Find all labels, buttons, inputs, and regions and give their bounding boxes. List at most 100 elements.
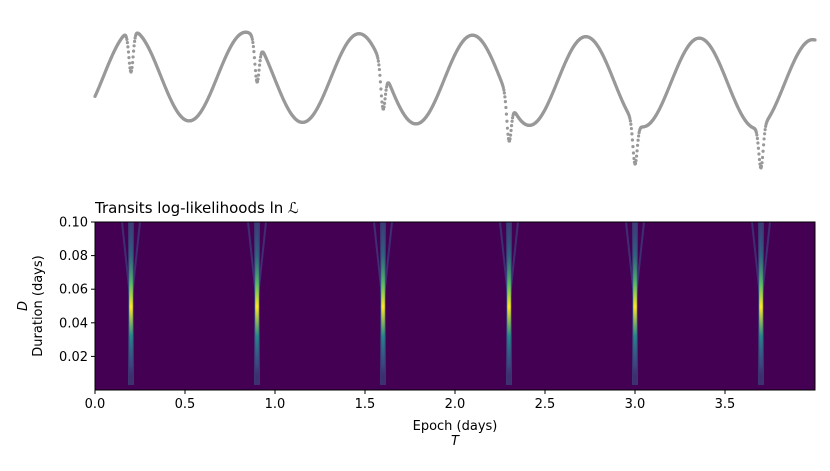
light-curve-point — [764, 124, 768, 129]
light-curve-point — [257, 68, 261, 72]
light-curve-point — [127, 56, 131, 60]
light-curve-point — [253, 62, 257, 66]
x-axis: 0.0 0.5 1.0 1.5 2.0 2.5 3.0 3.5 — [85, 390, 736, 412]
light-curve-point — [257, 63, 262, 67]
light-curve-point — [631, 151, 636, 155]
heatmap-peak — [373, 221, 393, 385]
light-curve-point — [384, 88, 388, 92]
light-curve-point — [252, 56, 257, 60]
light-curve-point — [509, 124, 514, 128]
light-curve-point — [633, 161, 638, 165]
light-curve-point — [755, 133, 759, 137]
x-axis-symbol: T — [451, 434, 460, 449]
heatmap-peak — [121, 221, 141, 385]
light-curve-point — [504, 105, 508, 110]
light-curve-point — [635, 143, 640, 147]
heatmap-peak-core — [255, 222, 259, 385]
light-curve-point — [629, 126, 634, 131]
light-curve-point — [378, 73, 382, 77]
light-curve-point — [628, 116, 632, 120]
light-curve-point — [129, 69, 134, 73]
light-curve-point — [376, 56, 380, 60]
heatmap-peak — [751, 221, 771, 385]
light-curve-point — [757, 157, 762, 162]
light-curve-point — [251, 40, 255, 45]
light-curve-point — [510, 119, 514, 123]
light-curve-point — [762, 137, 766, 141]
heatmap-peak — [247, 221, 267, 385]
x-tick-label: 2.5 — [535, 397, 556, 412]
light-curve-point — [756, 141, 760, 145]
light-curve-point — [255, 79, 260, 84]
light-curve-point — [379, 94, 384, 98]
light-curve-point — [126, 50, 131, 54]
light-curve-point — [125, 41, 129, 45]
light-curve-point — [383, 97, 387, 101]
light-curve-point — [631, 144, 635, 149]
x-axis-label: Epoch (days) — [413, 419, 498, 434]
light-curve-point — [504, 112, 509, 116]
heatmap-peak — [499, 221, 519, 385]
y-axis-label: Duration (days) — [31, 255, 46, 356]
light-curve-point — [127, 61, 132, 65]
light-curve-point — [760, 155, 765, 160]
light-curve-point — [813, 38, 817, 42]
y-axis-symbol: D — [16, 301, 31, 311]
light-curve-point — [130, 61, 135, 65]
light-curve-point — [380, 100, 384, 104]
light-curve-point — [508, 137, 512, 141]
light-curve-point — [635, 149, 639, 153]
heatmap-background — [95, 222, 815, 390]
light-curve-point — [630, 138, 635, 142]
x-tick-label: 1.5 — [355, 397, 376, 412]
light-curve-point — [505, 119, 509, 123]
light-curve-point — [754, 130, 758, 135]
x-tick-label: 1.0 — [265, 397, 286, 412]
light-curve-point — [378, 80, 383, 84]
light-curve-point — [258, 59, 262, 63]
x-tick-label: 3.5 — [715, 397, 736, 412]
light-curve-point — [763, 132, 767, 136]
light-curve-point — [761, 143, 766, 147]
light-curve-point — [637, 134, 641, 138]
x-tick-label: 0.5 — [175, 397, 196, 412]
light-curve-point — [506, 132, 510, 136]
light-curve-point — [252, 50, 256, 54]
heatmap-peak-core — [633, 222, 637, 385]
y-tick-label: 0.04 — [59, 316, 88, 331]
light-curve-point — [756, 146, 761, 150]
light-curve-point — [628, 119, 632, 123]
light-curve-point — [630, 132, 634, 136]
light-curve-point — [502, 91, 506, 95]
light-curve-point — [256, 77, 260, 81]
x-tick-label: 0.0 — [85, 397, 106, 412]
y-tick-label: 0.02 — [59, 350, 88, 365]
light-curve-panel — [93, 30, 817, 170]
light-curve-point — [130, 65, 134, 70]
y-tick-label: 0.10 — [59, 216, 88, 231]
light-curve-point — [629, 122, 633, 126]
y-tick-label: 0.06 — [59, 283, 88, 298]
light-curve-point — [510, 116, 515, 120]
light-curve-point — [505, 126, 510, 130]
light-curve-point — [503, 95, 507, 99]
light-curve-point — [379, 87, 383, 91]
heatmap-title: Transits log-likelihoods ln ℒ — [94, 199, 299, 217]
light-curve-point — [131, 49, 136, 53]
light-curve-point — [632, 156, 636, 161]
light-curve-point — [376, 59, 380, 63]
light-curve-point — [634, 158, 638, 163]
light-curve-point — [757, 152, 761, 156]
light-curve-point — [133, 39, 137, 43]
y-axis: 0.02 0.04 0.06 0.08 0.10 — [59, 216, 95, 365]
light-curve-point — [253, 68, 258, 73]
light-curve-point — [755, 136, 760, 141]
light-curve-point — [382, 105, 386, 109]
heatmap-peak — [625, 221, 645, 385]
heatmap-peak-core — [759, 222, 763, 385]
light-curve-point — [761, 149, 765, 153]
light-curve-point — [377, 67, 381, 72]
light-curve-point — [636, 138, 640, 142]
y-tick-label: 0.08 — [59, 249, 88, 264]
